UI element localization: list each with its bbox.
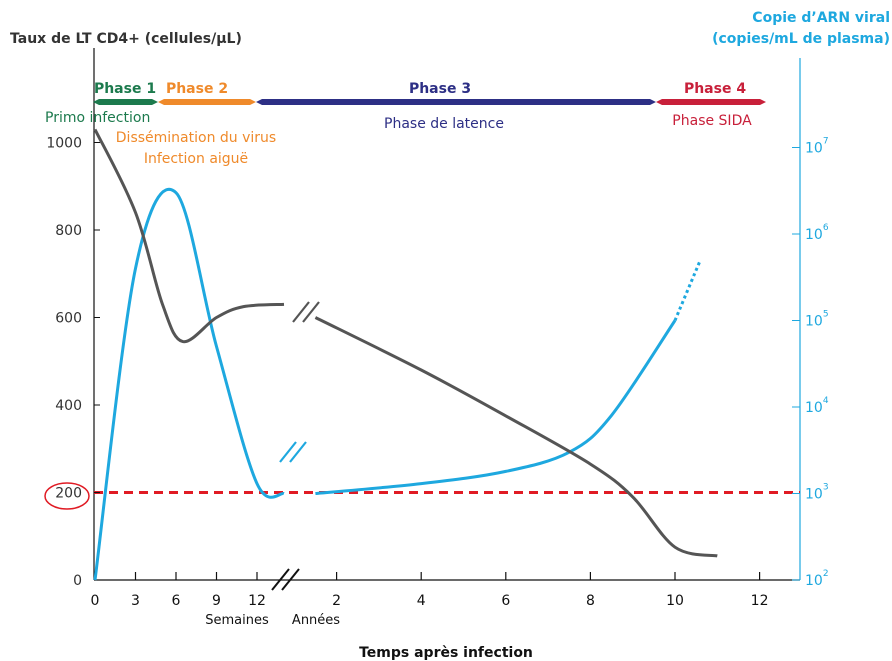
x-unit-years: Années bbox=[292, 613, 340, 628]
x-tick-label-weeks: 3 bbox=[131, 593, 140, 609]
phase-3-bar bbox=[256, 99, 656, 105]
x-tick-label-years: 12 bbox=[751, 593, 769, 609]
phase-4-bar bbox=[656, 99, 766, 105]
phase-1-bar bbox=[93, 99, 158, 105]
left-tick-label: 800 bbox=[55, 223, 82, 239]
phase-4-description: Phase SIDA bbox=[672, 113, 752, 129]
right-tick-label: 103 bbox=[805, 483, 829, 503]
left-tick-label: 1000 bbox=[46, 136, 82, 152]
phase-2-bar bbox=[158, 99, 256, 105]
right-tick-label: 106 bbox=[805, 223, 829, 243]
phase-2-title: Phase 2 bbox=[166, 81, 228, 97]
x-unit-weeks: Semaines bbox=[205, 613, 269, 628]
phase-3-title: Phase 3 bbox=[409, 81, 471, 97]
viral-load-line-years bbox=[315, 319, 677, 495]
phase-3-description: Phase de latence bbox=[384, 116, 504, 132]
viral-break-mark bbox=[279, 441, 297, 463]
right-tick-label: 104 bbox=[805, 396, 829, 416]
phase-2-description-line1: Dissémination du virus bbox=[116, 130, 276, 146]
viral-load-line-extrapolated bbox=[673, 259, 702, 322]
right-tick-label: 105 bbox=[805, 310, 829, 330]
phase-4-title: Phase 4 bbox=[684, 81, 746, 97]
x-tick-label-weeks: 9 bbox=[212, 593, 221, 609]
cd4-line-years bbox=[314, 316, 718, 558]
x-tick-label-weeks: 12 bbox=[248, 593, 266, 609]
phase-2-description-line2: Infection aiguë bbox=[144, 151, 248, 167]
x-tick-label-years: 10 bbox=[666, 593, 684, 609]
x-axis-title: Temps après infection bbox=[359, 645, 533, 661]
left-axis-title: Taux de LT CD4+ (cellules/µL) bbox=[10, 31, 242, 47]
cd4-line-weeks bbox=[93, 128, 285, 344]
x-axis-break-mark-2 bbox=[281, 568, 300, 591]
x-tick-label-years: 2 bbox=[332, 593, 341, 609]
x-tick-label-years: 8 bbox=[586, 593, 595, 609]
x-tick-label-weeks: 6 bbox=[172, 593, 181, 609]
right-tick-label: 102 bbox=[805, 569, 829, 589]
cd4-break-mark bbox=[292, 301, 310, 323]
x-tick-label-weeks: 0 bbox=[91, 593, 100, 609]
phase-1-description: Primo infection bbox=[45, 110, 150, 126]
right-tick-label: 107 bbox=[805, 137, 829, 157]
viral-load-line-weeks bbox=[93, 187, 285, 581]
cd4-break-mark bbox=[302, 301, 320, 323]
x-axis-break-mark-1 bbox=[271, 568, 290, 591]
left-tick-label: 400 bbox=[55, 398, 82, 414]
right-axis-title-line2: (copies/mL de plasma) bbox=[712, 31, 890, 47]
x-tick-label-years: 4 bbox=[417, 593, 426, 609]
viral-break-mark bbox=[289, 441, 307, 463]
left-tick-label: 600 bbox=[55, 311, 82, 327]
right-axis-title-line1: Copie d’ARN viral bbox=[752, 10, 890, 26]
threshold-tick-highlight bbox=[44, 482, 90, 510]
phase-1-title: Phase 1 bbox=[94, 81, 156, 97]
left-tick-label: 200 bbox=[55, 486, 82, 502]
left-tick-label: 0 bbox=[73, 573, 82, 589]
x-tick-label-years: 6 bbox=[501, 593, 510, 609]
